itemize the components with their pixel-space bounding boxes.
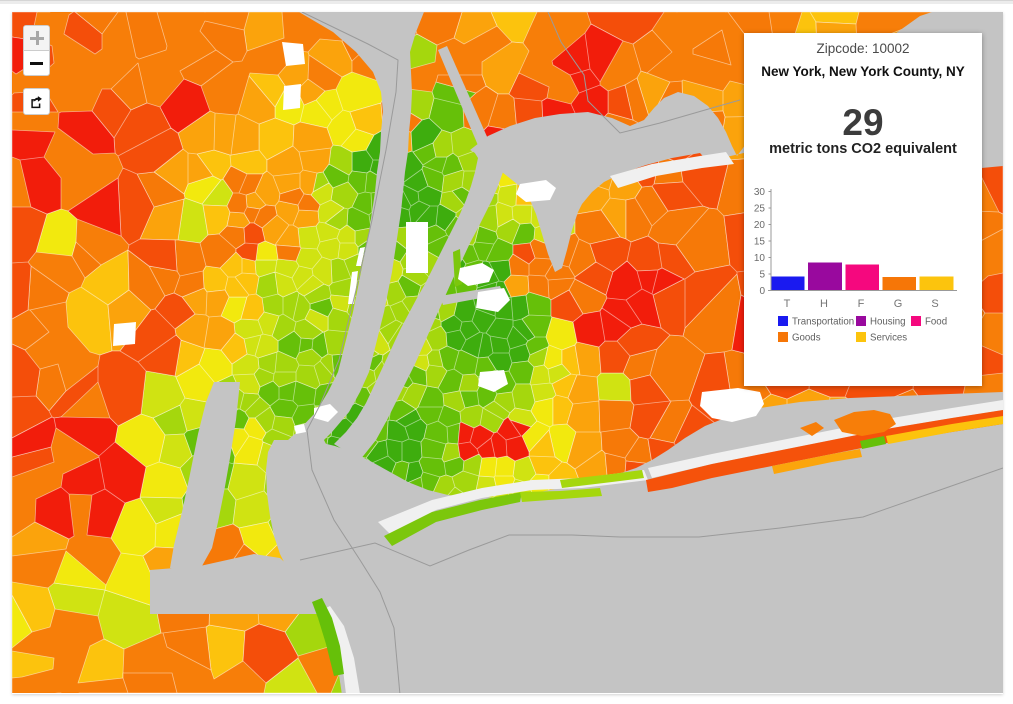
svg-text:F: F bbox=[858, 298, 865, 310]
svg-text:S: S bbox=[931, 298, 938, 310]
svg-text:25: 25 bbox=[754, 204, 766, 215]
svg-text:Goods: Goods bbox=[792, 333, 821, 344]
svg-text:Food: Food bbox=[925, 317, 947, 328]
svg-text:G: G bbox=[894, 298, 903, 310]
svg-text:T: T bbox=[784, 298, 791, 310]
svg-text:0: 0 bbox=[759, 286, 765, 297]
svg-text:15: 15 bbox=[754, 237, 766, 248]
svg-text:Services: Services bbox=[870, 333, 907, 344]
svg-text:H: H bbox=[820, 298, 828, 310]
svg-text:5: 5 bbox=[759, 270, 765, 281]
svg-text:Transportation: Transportation bbox=[792, 317, 854, 328]
svg-text:10: 10 bbox=[754, 253, 766, 264]
svg-text:20: 20 bbox=[754, 220, 766, 231]
svg-text:30: 30 bbox=[754, 187, 766, 198]
svg-text:Housing: Housing bbox=[870, 317, 906, 328]
